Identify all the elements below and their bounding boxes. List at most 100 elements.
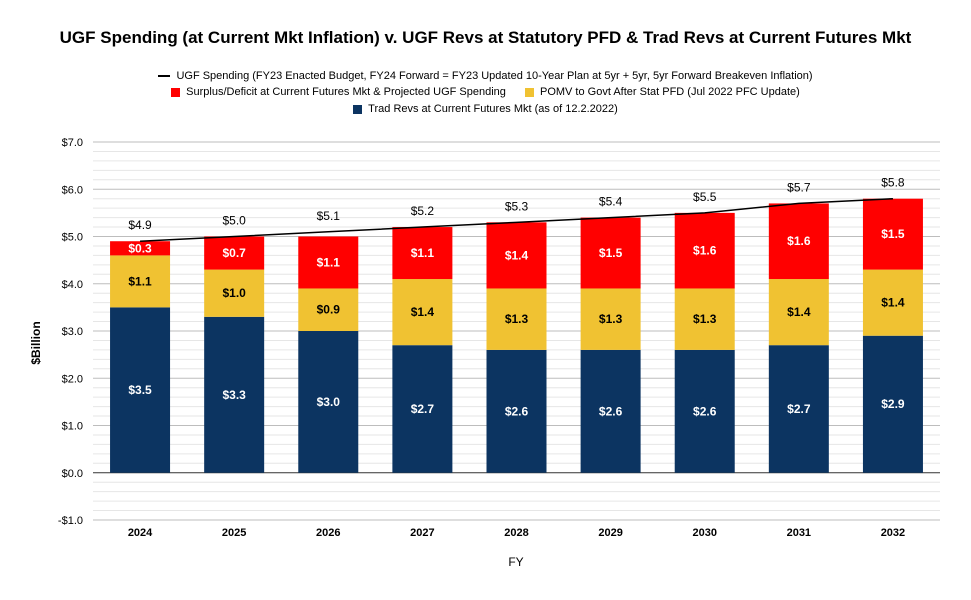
- data-label: $2.9: [881, 397, 905, 411]
- data-label: $0.3: [128, 241, 152, 255]
- legend-item-ugf-spending: UGF Spending (FY23 Enacted Budget, FY24 …: [158, 70, 813, 82]
- line-data-label: $5.2: [411, 204, 435, 218]
- legend-row-1: UGF Spending (FY23 Enacted Budget, FY24 …: [0, 68, 971, 82]
- bar-segment: [580, 288, 641, 350]
- data-label: $2.6: [599, 404, 623, 418]
- x-axis-label: FY: [508, 555, 523, 569]
- y-tick-label: $7.0: [62, 137, 83, 149]
- data-label: $2.6: [505, 404, 529, 418]
- data-label: $1.5: [599, 246, 623, 260]
- y-tick-label: $3.0: [62, 326, 83, 338]
- y-tick-label: $4.0: [62, 279, 83, 291]
- data-label: $1.3: [505, 312, 529, 326]
- bar-segment: [392, 279, 453, 346]
- data-label: $3.3: [222, 388, 246, 402]
- legend-line-swatch: [158, 75, 171, 77]
- legend-label-pomv: POMV to Govt After Stat PFD (Jul 2022 PF…: [539, 86, 800, 98]
- x-tick-label: 2029: [598, 527, 622, 539]
- bar-segment: [204, 316, 265, 473]
- legend-label-surplus: Surplus/Deficit at Current Futures Mkt &…: [186, 86, 506, 98]
- legend-swatch-pomv: [524, 87, 534, 97]
- data-label: $2.7: [787, 402, 811, 416]
- bar-segment: [298, 331, 359, 473]
- legend-swatch-surplus: [171, 87, 181, 97]
- bar-segment: [392, 227, 453, 280]
- bar-segment: [674, 349, 735, 473]
- bar-segment: [862, 198, 923, 270]
- data-label: $3.5: [128, 383, 152, 397]
- line-data-label: $5.5: [693, 190, 717, 204]
- bar-segment: [862, 335, 923, 473]
- line-data-label: $5.1: [317, 209, 341, 223]
- data-label: $0.7: [222, 246, 246, 260]
- x-tick-label: 2026: [316, 527, 340, 539]
- data-label: $1.1: [317, 255, 341, 269]
- x-tick-label: 2024: [128, 527, 153, 539]
- x-tick-label: 2025: [222, 527, 246, 539]
- line-data-label: $5.8: [881, 176, 905, 190]
- data-label: $1.3: [599, 312, 623, 326]
- legend-swatch-trad: [353, 104, 363, 114]
- x-tick-label: 2032: [881, 527, 905, 539]
- data-label: $1.1: [411, 246, 435, 260]
- bar-segment: [204, 269, 265, 317]
- legend-item-trad: Trad Revs at Current Futures Mkt (as of …: [353, 103, 618, 115]
- data-label: $0.9: [317, 303, 341, 317]
- bar-segment: [298, 288, 359, 331]
- data-label: $1.4: [411, 305, 435, 319]
- bar-segment: [392, 345, 453, 473]
- data-label: $1.5: [881, 227, 905, 241]
- x-tick-label: 2027: [410, 527, 434, 539]
- data-label: $2.6: [693, 404, 717, 418]
- data-label: $1.3: [693, 312, 717, 326]
- data-label: $1.0: [222, 286, 246, 300]
- y-tick-label: $0.0: [62, 468, 83, 480]
- bar-segment: [486, 222, 547, 289]
- legend-row-3: Trad Revs at Current Futures Mkt (as of …: [0, 103, 971, 117]
- bar-segment: [486, 288, 547, 350]
- bar-segment: [204, 236, 265, 270]
- bar-segment: [862, 269, 923, 336]
- data-label: $1.6: [787, 234, 811, 248]
- data-label: $1.6: [693, 244, 717, 258]
- bar-segment: [580, 217, 641, 289]
- data-label: $3.0: [317, 395, 341, 409]
- bar-segment: [768, 345, 829, 473]
- y-tick-label: $6.0: [62, 184, 83, 196]
- bar-segment: [768, 279, 829, 346]
- y-tick-label: $1.0: [62, 421, 83, 433]
- legend-item-pomv: POMV to Govt After Stat PFD (Jul 2022 PF…: [524, 86, 800, 98]
- bar-segment: [580, 349, 641, 473]
- data-label: $1.4: [505, 248, 529, 262]
- legend-label-ugf-spending: UGF Spending (FY23 Enacted Budget, FY24 …: [176, 70, 813, 82]
- data-label: $1.4: [881, 296, 905, 310]
- bar-segment: [768, 203, 829, 280]
- data-label: $1.4: [787, 305, 811, 319]
- y-tick-label: $2.0: [62, 373, 83, 385]
- line-data-label: $4.9: [128, 218, 152, 232]
- data-label: $2.7: [411, 402, 435, 416]
- x-tick-label: 2031: [787, 527, 811, 539]
- bar-segment: [110, 255, 171, 308]
- x-tick-label: 2030: [692, 527, 716, 539]
- legend-item-surplus: Surplus/Deficit at Current Futures Mkt &…: [171, 86, 506, 98]
- bar-segment: [486, 349, 547, 473]
- y-tick-label: $5.0: [62, 232, 83, 244]
- line-data-label: $5.0: [222, 214, 246, 228]
- line-data-label: $5.7: [787, 180, 811, 194]
- y-tick-label: -$1.0: [58, 515, 83, 527]
- y-axis-label: $Billion: [29, 321, 43, 364]
- line-data-label: $5.4: [599, 195, 623, 209]
- bar-segment: [110, 241, 171, 256]
- chart-title: UGF Spending (at Current Mkt Inflation) …: [59, 28, 912, 47]
- ugf-spending-line: [140, 197, 893, 242]
- x-tick-label: 2028: [504, 527, 528, 539]
- data-label: $1.1: [128, 274, 152, 288]
- bar-segment: [298, 236, 359, 289]
- legend-row-2: Surplus/Deficit at Current Futures Mkt &…: [0, 86, 971, 100]
- bar-segment: [110, 307, 171, 473]
- line-data-label: $5.3: [505, 199, 529, 213]
- bar-segment: [674, 288, 735, 350]
